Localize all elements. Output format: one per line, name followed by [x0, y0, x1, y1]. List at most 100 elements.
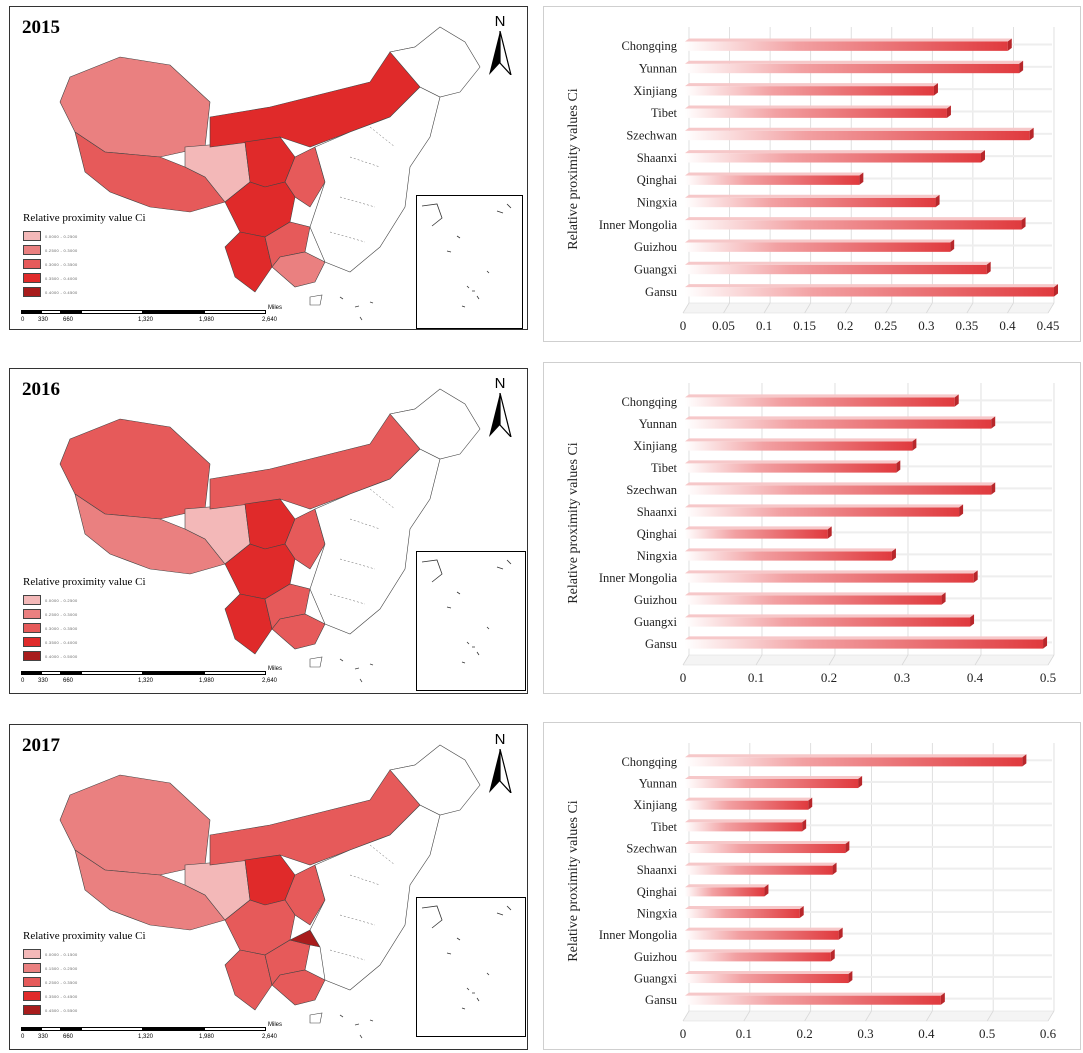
legend-swatch: [23, 991, 41, 1001]
scale-bar: Miles 0 330 660 1,320 1,980 2,640: [21, 1022, 282, 1049]
bar-top: [685, 416, 996, 420]
legend-swatch: [23, 245, 41, 255]
scale-tick: 0: [21, 317, 25, 323]
y-tick-label: Tibet: [651, 461, 677, 475]
bar-top: [685, 754, 1027, 758]
x-tick-label: 0.2: [821, 670, 837, 685]
bar-track: [685, 889, 1052, 892]
x-tick-label: 0.35: [956, 318, 979, 333]
bar: [685, 441, 913, 451]
region-guangxi: [271, 613, 326, 650]
x-tick-label: 0.1: [736, 1026, 752, 1041]
legend-swatch: [23, 273, 41, 283]
scale-ticks: 0 330 660 1,320 1,980 2,640: [21, 1034, 281, 1044]
y-tick-label: Szechwan: [626, 129, 677, 143]
china-map: [59, 388, 481, 683]
bar-end: [827, 526, 832, 539]
y-tick-label: Shaanxi: [637, 863, 678, 877]
bar: [685, 843, 846, 854]
map-panel-2017: 2017 N Relative proximity value Ci 0.000…: [9, 724, 528, 1050]
bar: [685, 778, 859, 789]
bar: [685, 463, 897, 473]
region-xinjiang: [59, 418, 211, 520]
legend-item: 0.3000 - 0.3500: [23, 621, 146, 635]
bar-end: [912, 438, 917, 451]
gridline-floor: [1047, 654, 1055, 666]
legend-swatch: [23, 977, 41, 987]
bar-track: [685, 975, 1052, 978]
region-east: [309, 86, 441, 273]
bar: [685, 617, 971, 627]
bar-end: [802, 819, 807, 832]
legend-title: Relative proximity value Ci: [23, 930, 146, 942]
north-label: N: [494, 375, 506, 392]
map-year-label: 2016: [22, 379, 60, 400]
bar-top: [685, 504, 964, 508]
scale-bar-line: [21, 1027, 266, 1031]
chart-panel-2015: 0 0.05 0.1 0.15 0.2 0.25 0.3 0.35 0.4 0.45 Chongqi…: [543, 6, 1081, 342]
y-tick-label: Chongqing: [621, 755, 677, 769]
gridline-floor: [966, 302, 974, 314]
legend-range: 0.3500 - 0.4000: [45, 275, 78, 281]
scale-tick: 1,980: [199, 1034, 215, 1040]
region-xinjiang: [59, 56, 211, 158]
bar-top: [685, 261, 991, 265]
bar-top: [685, 38, 1012, 42]
bar: [685, 419, 992, 429]
region-east: [309, 448, 441, 635]
bar-end: [1007, 38, 1012, 51]
scale-tick: 2,640: [262, 678, 278, 684]
y-tick-label: Inner Mongolia: [599, 928, 678, 942]
x-tick-label: 0.3: [894, 670, 910, 685]
legend-range: 0.0000 - 0.2500: [45, 233, 78, 239]
south-china-sea-inset: [416, 195, 523, 329]
bar-track: [685, 531, 1052, 534]
bar-end: [991, 482, 996, 495]
gridline-floor: [1007, 302, 1014, 314]
gridline-floor: [763, 302, 771, 314]
bar-track: [685, 780, 1052, 783]
bar-track: [685, 845, 1052, 848]
legend-item: 0.2500 - 0.3500: [23, 975, 146, 989]
map-legend: Relative proximity value Ci 0.0000 - 0.2…: [23, 212, 146, 299]
bar-end: [946, 105, 951, 118]
south-china-sea-inset: [416, 551, 526, 691]
chart-floor: [682, 302, 1055, 314]
bar: [685, 242, 951, 252]
bar-end: [940, 992, 945, 1005]
gridline-floor: [804, 302, 812, 314]
y-tick-label: Guizhou: [634, 593, 678, 607]
y-axis-label: Relative proximity values Ci: [566, 442, 581, 603]
gridline-floor: [755, 654, 763, 666]
y-tick-label: Chongqing: [621, 39, 677, 53]
north-arrow: N: [485, 13, 515, 77]
legend-range: 0.0000 - 0.2500: [45, 597, 78, 603]
gridline-floor: [723, 302, 730, 314]
map-year-label: 2017: [22, 735, 60, 756]
y-axis-label: Relative proximity values Ci: [566, 800, 581, 961]
bar-end: [845, 840, 850, 854]
bar-end: [891, 548, 896, 561]
map-panel-2016: 2016 N Relative proximity value Ci 0.000…: [9, 368, 528, 694]
north-arrow-icon: [489, 749, 512, 793]
bar: [685, 865, 833, 875]
y-tick-label: Xinjiang: [633, 439, 677, 453]
legend-swatch: [23, 259, 41, 269]
x-tick-label: 0.2: [797, 1026, 813, 1041]
y-tick-label: Yunnan: [639, 777, 678, 791]
legend-swatch: [23, 1005, 41, 1015]
y-tick-label: Ningxia: [637, 907, 678, 921]
bar-top: [685, 105, 951, 109]
legend-item: 0.4000 - 0.4500: [23, 285, 146, 299]
legend-swatch: [23, 637, 41, 647]
chart-floor: [682, 654, 1055, 666]
legend-swatch: [23, 623, 41, 633]
bar: [685, 930, 839, 940]
x-tick-label: 0.5: [1040, 670, 1056, 685]
bar: [685, 639, 1044, 649]
legend-range: 0.0000 - 0.1500: [45, 951, 78, 957]
map-panel-2015: 2015 N Relative proximity va: [9, 6, 528, 330]
legend-item: 0.4500 - 0.5500: [23, 1003, 146, 1017]
x-tick-label: 0.45: [1037, 318, 1060, 333]
bar-end: [970, 614, 975, 627]
